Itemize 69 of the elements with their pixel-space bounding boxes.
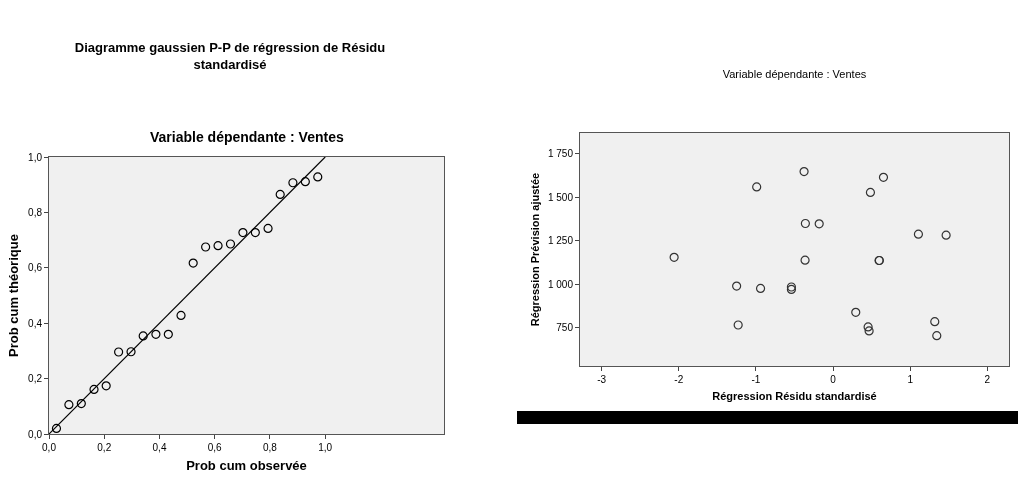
y-tick-label: 1 000 (547, 278, 574, 290)
point (669, 252, 679, 262)
point (930, 317, 940, 327)
chart-title: Variable dépendante : Ventes (722, 67, 867, 80)
point (201, 242, 211, 252)
point (188, 258, 198, 268)
point (865, 187, 876, 198)
x-tick-label: -1 (751, 374, 761, 385)
y-tick-label: 0,8 (28, 206, 43, 218)
point (851, 307, 861, 317)
point (225, 239, 236, 249)
point (752, 182, 762, 192)
y-tick-label: 1,0 (28, 151, 43, 163)
x-tick-label: -2 (674, 374, 684, 385)
point (176, 310, 186, 321)
point (101, 381, 111, 391)
point (250, 228, 260, 238)
point (151, 329, 161, 339)
chart-subtitle: Variable dépendante : Ventes (150, 129, 344, 145)
y-tick-label: 0,4 (28, 317, 43, 329)
x-tick-label: 0 (830, 374, 837, 385)
point (863, 322, 873, 332)
y-axis-title: Régression Prévision ajustée (528, 172, 541, 327)
x-tick-label: 1 (907, 374, 914, 385)
point (76, 398, 86, 409)
point (263, 223, 273, 234)
y-tick-label: 1 500 (547, 191, 574, 203)
x-tick-label: 0,4 (152, 442, 167, 453)
point (300, 177, 310, 187)
x-tick-label: 2 (984, 374, 991, 385)
chart-title: Diagramme gaussien P-P de régression de Résidu standardisé (74, 40, 386, 72)
x-axis-title: Prob cum observée (186, 457, 307, 473)
point (313, 172, 323, 182)
point (288, 178, 298, 188)
y-tick-label: 0,0 (28, 428, 43, 440)
point (800, 255, 810, 265)
point (800, 218, 810, 229)
point (799, 166, 809, 177)
point (733, 320, 743, 330)
point (275, 189, 285, 199)
x-tick-label: 0,8 (263, 442, 278, 453)
x-tick-label: 1,0 (318, 442, 333, 453)
y-tick-label: 1 750 (547, 148, 574, 160)
point (114, 347, 124, 357)
point (814, 219, 824, 229)
point (163, 329, 173, 339)
point (51, 423, 62, 434)
x-tick-label: 0,2 (97, 442, 112, 453)
point (238, 228, 248, 238)
x-tick-label: -3 (597, 374, 607, 385)
point (878, 172, 889, 182)
point (126, 347, 136, 357)
x-tick-label: 0,0 (42, 442, 57, 453)
point (138, 331, 148, 341)
point (732, 281, 742, 291)
x-tick-label: 0,6 (207, 442, 223, 453)
point (755, 283, 766, 293)
point (913, 229, 924, 239)
point (89, 384, 99, 394)
point (941, 230, 951, 240)
point (213, 241, 223, 251)
y-tick-label: 0,6 (28, 262, 43, 274)
point (864, 326, 874, 336)
y-tick-label: 750 (556, 322, 574, 334)
y-axis-title: Prob cum théorique (6, 234, 22, 357)
x-axis-title: Régression Résidu standardisé (712, 390, 877, 403)
y-tick-label: 1 250 (547, 235, 574, 247)
point (64, 400, 74, 410)
point (932, 331, 942, 341)
